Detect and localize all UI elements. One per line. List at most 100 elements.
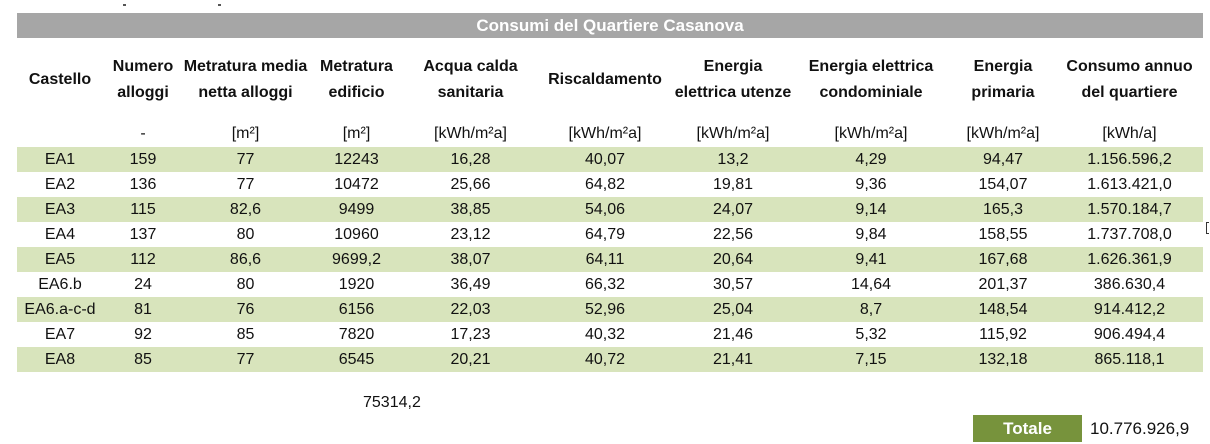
- table-cell: 9,36: [855, 175, 887, 193]
- unit-cell: [kWh/m²a]: [696, 125, 770, 142]
- table-row: EA2 136 77 10472 25,66 64,82 19,81 9,36 154,07 1.…: [17, 172, 1203, 197]
- table-cell: 21,46: [712, 325, 754, 343]
- consumption-table: Castello Numero alloggi Metratura media ne…: [17, 38, 1203, 372]
- table-cell: 1920: [338, 275, 375, 293]
- table-cell: 19,81: [712, 175, 754, 193]
- table-cell: 167,68: [950, 247, 1056, 272]
- table-cell: 94,47: [950, 147, 1056, 172]
- table-cell: 80: [236, 275, 255, 293]
- table-cell: 9,41: [792, 247, 950, 272]
- table-cell: 6156: [308, 297, 405, 322]
- table-cell: 10960: [334, 225, 379, 243]
- table-cell: 906.494,4: [1093, 325, 1166, 343]
- table-cell: 24,07: [674, 197, 792, 222]
- table-row: EA1 159 77 12243 16,28 40,07 13,2 4,29 94,47 1.15…: [17, 147, 1203, 172]
- artifact-mark: [123, 4, 126, 6]
- table-cell: 40,32: [584, 325, 626, 343]
- table-cell: 25,04: [674, 297, 792, 322]
- table-cell: 865.118,1: [1056, 347, 1203, 372]
- column-header: Consumo annuo del quartiere: [1066, 57, 1193, 101]
- table-cell: 9,84: [855, 225, 887, 243]
- table-cell: 137: [129, 225, 157, 243]
- row-label: EA3: [17, 197, 103, 222]
- table-cell: 64,11: [536, 247, 674, 272]
- row-label: EA5: [17, 247, 103, 272]
- unit-cell: [kWh/m²a]: [434, 125, 507, 142]
- row-label: EA4: [44, 225, 76, 243]
- table-cell: 14,64: [850, 275, 892, 293]
- table-cell: 38,85: [405, 197, 536, 222]
- table-row: EA4 137 80 10960 23,12 64,79 22,56 9,84 158,55 1.…: [17, 222, 1203, 247]
- table-cell: 54,06: [536, 197, 674, 222]
- column-header: Acqua calda sanitaria: [423, 57, 518, 101]
- table-cell: 112: [103, 247, 183, 272]
- table-cell: 80: [236, 225, 255, 243]
- table-cell: 1.613.421,0: [1087, 175, 1172, 193]
- table-cell: 64,79: [584, 225, 626, 243]
- row-label: EA2: [44, 175, 76, 193]
- header-row: Castello Numero alloggi Metratura media ne…: [17, 38, 1203, 121]
- table-cell: 4,29: [792, 147, 950, 172]
- table-cell: 201,37: [978, 275, 1028, 293]
- table-row: EA5 112 86,6 9699,2 38,07 64,11 20,64 9,41 167,6…: [17, 247, 1203, 272]
- table-row: EA6.b 24 80 1920 36,49 66,32 30,57 14,64 201,37 3…: [17, 272, 1203, 297]
- column-header: Energia elettrica utenze: [674, 57, 792, 101]
- column-header: Metratura media netta alloggi: [183, 57, 308, 101]
- table-row: EA6.a-c-d 81 76 6156 22,03 52,96 25,04 8,7 148,5…: [17, 297, 1203, 322]
- table-cell: 1.570.184,7: [1056, 197, 1203, 222]
- table-cell: 85: [103, 347, 183, 372]
- table-cell: 914.412,2: [1056, 297, 1203, 322]
- table-cell: 132,18: [950, 347, 1056, 372]
- table-cell: 136: [129, 175, 157, 193]
- unit-cell: [17, 121, 103, 147]
- table-cell: 1.156.596,2: [1056, 147, 1203, 172]
- table-cell: 7820: [338, 325, 375, 343]
- table-cell: 148,54: [950, 297, 1056, 322]
- table-cell: 64,82: [584, 175, 626, 193]
- table-cell: 38,07: [405, 247, 536, 272]
- table-cell: 20,64: [674, 247, 792, 272]
- table-title: Consumi del Quartiere Casanova: [17, 13, 1203, 38]
- table-cell: 24: [134, 275, 152, 293]
- column-header: Numero alloggi: [112, 57, 174, 101]
- table-cell: 10472: [334, 175, 379, 193]
- column-header: Metratura edificio: [320, 57, 393, 101]
- table-row: EA7 92 85 7820 17,23 40,32 21,46 5,32 115,92 906.…: [17, 322, 1203, 347]
- table-cell: 86,6: [183, 247, 308, 272]
- table-cell: 1.626.361,9: [1056, 247, 1203, 272]
- table-cell: 165,3: [950, 197, 1056, 222]
- unit-cell: -: [140, 125, 146, 142]
- unit-cell: [kWh/a]: [1102, 125, 1157, 142]
- table-cell: 9499: [308, 197, 405, 222]
- row-label: EA1: [17, 147, 103, 172]
- column-header: Riscaldamento: [548, 70, 662, 88]
- table-cell: 23,12: [450, 225, 491, 243]
- table-cell: 76: [183, 297, 308, 322]
- table-cell: 154,07: [978, 175, 1028, 193]
- total-value: 10.776.926,9: [1090, 418, 1190, 438]
- table-cell: 40,07: [536, 147, 674, 172]
- table-cell: 6545: [308, 347, 405, 372]
- table-cell: 77: [183, 147, 308, 172]
- table-cell: 7,15: [792, 347, 950, 372]
- table-cell: 115: [103, 197, 183, 222]
- table-cell: 9699,2: [308, 247, 405, 272]
- row-label: EA6.a-c-d: [17, 297, 103, 322]
- table-cell: 13,2: [674, 147, 792, 172]
- table-cell: 8,7: [792, 297, 950, 322]
- building-area-sum: 75314,2: [363, 394, 421, 411]
- table-cell: 158,55: [978, 225, 1028, 243]
- table-cell: 77: [236, 175, 255, 193]
- unit-cell: [m²]: [231, 125, 260, 142]
- column-header: Castello: [28, 70, 92, 88]
- table-cell: 159: [103, 147, 183, 172]
- table-cell: 17,23: [450, 325, 491, 343]
- table-cell: 22,03: [405, 297, 536, 322]
- table-body: Castello Numero alloggi Metratura media ne…: [17, 38, 1203, 372]
- table-cell: 77: [183, 347, 308, 372]
- table-cell: 1.737.708,0: [1087, 225, 1172, 243]
- total-label: Totale: [973, 415, 1082, 442]
- table-cell: 25,66: [450, 175, 491, 193]
- unit-cell: [kWh/m²a]: [966, 125, 1040, 142]
- table-row: EA3 115 82,6 9499 38,85 54,06 24,07 9,14 165,3 1.…: [17, 197, 1203, 222]
